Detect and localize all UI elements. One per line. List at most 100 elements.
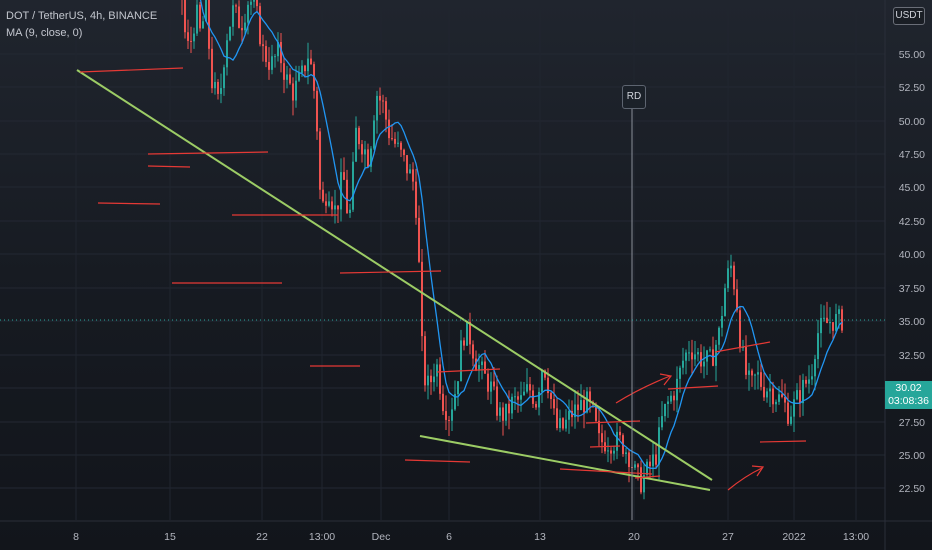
time-tick-label: 13:00 <box>309 531 335 543</box>
candle-body <box>481 361 483 366</box>
candle-body <box>733 265 735 290</box>
candle-body <box>544 370 546 378</box>
time-tick-label: 8 <box>73 531 79 543</box>
candle-body <box>184 0 186 33</box>
candle-body <box>490 381 492 392</box>
red-drawn-line <box>585 420 641 424</box>
candle-body <box>292 83 294 101</box>
candle-body <box>421 261 423 337</box>
candle-body <box>334 205 336 210</box>
candle-body <box>322 189 324 202</box>
price-tick-label: 55.00 <box>899 49 925 61</box>
candle-body <box>811 376 813 380</box>
candle-body <box>280 42 282 64</box>
candle-body <box>823 317 825 319</box>
candle-body <box>235 5 237 7</box>
red-drawn-line <box>436 368 501 373</box>
price-tick-label: 45.00 <box>899 182 925 194</box>
candle-body <box>448 419 450 421</box>
candle-body <box>457 381 459 395</box>
red-drawn-line <box>589 445 621 448</box>
candle-body <box>736 289 738 311</box>
price-tick-label: 40.00 <box>899 249 925 261</box>
candle-body <box>325 201 327 206</box>
candle-body <box>265 46 267 62</box>
candle-body <box>793 399 795 417</box>
candle-body <box>814 359 816 377</box>
candle-body <box>709 349 711 351</box>
currency-badge[interactable]: USDT <box>893 7 925 25</box>
candle-body <box>805 379 807 384</box>
candle-body <box>346 179 348 214</box>
candle-body <box>754 374 756 376</box>
candle-body <box>463 340 465 346</box>
moving-average-line <box>199 0 843 470</box>
candle-body <box>304 65 306 72</box>
candle-body <box>616 431 618 451</box>
candle-body <box>760 372 762 387</box>
candle-body <box>706 350 708 362</box>
candle-body <box>670 395 672 402</box>
price-tick-label: 50.00 <box>899 116 925 128</box>
candle-body <box>382 100 384 102</box>
candle-body <box>772 388 774 405</box>
time-tick-label: 6 <box>446 531 452 543</box>
candle-body <box>607 450 609 452</box>
candle-body <box>424 336 426 386</box>
candle-body <box>664 404 666 417</box>
candle-body <box>523 391 525 396</box>
candle-body <box>667 401 669 405</box>
candle-body <box>229 26 231 41</box>
candle-body <box>403 149 405 156</box>
candle-body <box>253 0 255 2</box>
candle-body <box>817 333 819 360</box>
candle-body <box>247 4 249 23</box>
price-axis[interactable]: 55.00 52.50 50.00 47.50 45.00 42.50 40.00 37.50… <box>899 49 925 495</box>
candle-body <box>610 450 612 454</box>
candle-body <box>529 384 531 391</box>
candle-body <box>685 352 687 361</box>
candle-body <box>400 142 402 150</box>
candle-body <box>673 395 675 401</box>
symbol-title: DOT / TetherUS, 4h, BINANCE <box>6 10 158 22</box>
candle-body <box>787 402 789 424</box>
price-tick-label: 27.50 <box>899 417 925 429</box>
candle-body <box>553 399 555 409</box>
candle-body <box>517 396 519 400</box>
candle-body <box>478 365 480 371</box>
candle-body <box>541 370 543 392</box>
event-marker-label[interactable]: RD <box>622 85 646 109</box>
candle-body <box>538 391 540 408</box>
time-tick-label: 2022 <box>782 531 806 543</box>
candle-body <box>331 201 333 210</box>
candle-body <box>379 95 381 101</box>
candle-body <box>841 309 843 331</box>
candle-body <box>328 201 330 206</box>
candle-body <box>460 340 462 382</box>
time-axis[interactable]: 8 15 22 13:00 Dec 6 13 20 27 2022 13:00 <box>73 531 869 543</box>
candle-body <box>580 400 582 411</box>
candle-body <box>550 393 552 400</box>
candle-body <box>214 81 216 89</box>
indicator-legend[interactable]: MA (9, close, 0) <box>6 27 83 39</box>
candle-body <box>634 464 636 468</box>
candle-body <box>784 396 786 403</box>
candle-body <box>394 138 396 144</box>
candle-body <box>262 44 264 47</box>
price-tick-label: 35.00 <box>899 316 925 328</box>
candle-body <box>637 464 639 468</box>
candle-body <box>430 375 432 383</box>
last-price-value: 30.02 <box>895 382 922 394</box>
candle-body <box>757 372 759 375</box>
candle-body <box>484 361 486 374</box>
candle-body <box>445 411 447 420</box>
red-drawn-line <box>147 151 269 155</box>
candle-body <box>352 161 354 210</box>
red-drawn-line <box>714 341 771 353</box>
candle-body <box>208 0 210 49</box>
candle-body <box>439 364 441 394</box>
price-tick-label: 25.00 <box>899 450 925 462</box>
red-drawn-line <box>667 385 719 390</box>
candle-body <box>418 217 420 262</box>
